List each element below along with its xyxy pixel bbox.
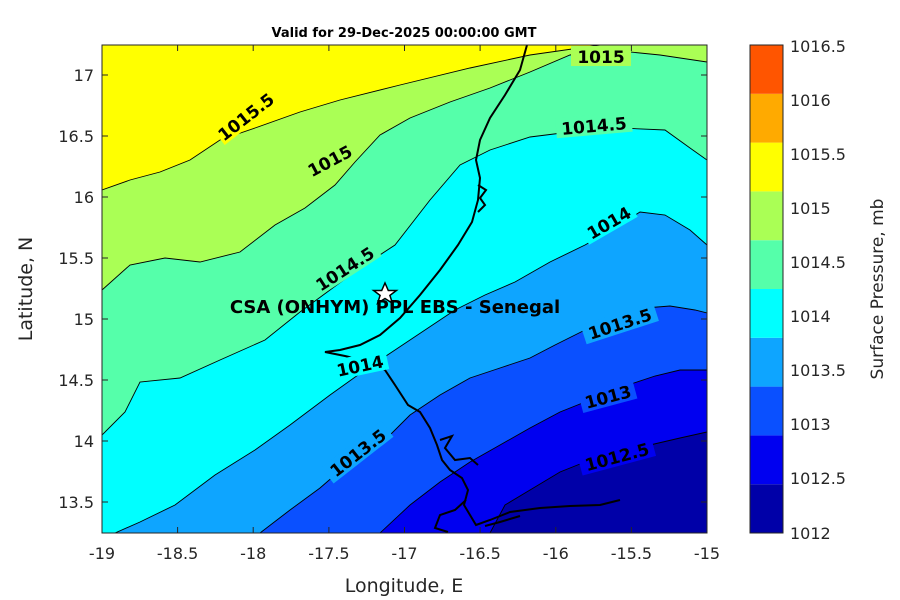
band-1015.5 [102,45,707,190]
y-tick-label: 14.5 [58,371,94,390]
y-tick-label: 14 [74,432,94,451]
y-tick-label: 13.5 [58,493,94,512]
colorbar-tick-label: 1016.5 [790,37,846,56]
x-tick-label: -15.5 [611,544,652,563]
colorbar-frame [749,44,784,534]
x-tick-label: -15 [694,544,720,563]
x-tick-label: -16.5 [459,544,500,563]
colorbar-swatch-1015 [750,191,783,241]
y-axis-label: Latitude, N [15,237,37,342]
y-tick-label: 16.5 [58,127,94,146]
colorbar-tick-label: 1012 [790,524,831,543]
tick-marks [101,45,707,533]
colorbar: 1012 1012.5 1013 1013.5 1014 1014.5 1015… [749,37,888,543]
contour-label: 1015 [577,48,624,68]
colorbar-swatch-1013 [750,386,783,436]
colorbar-tick-label: 1012.5 [790,469,846,488]
contour-plot-area: 1015 1015.5 1015 1014.5 1014.5 1014 1014… [102,45,707,533]
colorbar-swatch-1015.5 [750,142,783,192]
colorbar-tick-label: 1015.5 [790,145,846,164]
colorbar-swatch-1016 [750,93,783,143]
colorbar-label: Surface Pressure, mb [868,199,888,380]
x-tick-label: -19 [89,544,115,563]
site-label: CSA (ONHYM) PPL EBS - Senegal [230,297,560,318]
colorbar-swatch-1012 [750,484,783,533]
colorbar-tick-label: 1014 [790,307,831,326]
colorbar-tick-label: 1013.5 [790,361,846,380]
colorbar-tick-label: 1015 [790,199,831,218]
colorbar-swatch-1013.5 [750,337,783,387]
chart-title: Valid for 29-Dec-2025 00:00:00 GMT [272,26,537,41]
colorbar-swatch-1012.5 [750,435,783,485]
y-tick-labels: 13.5 14 14.5 15 15.5 16 16.5 17 [58,66,94,512]
colorbar-tick-label: 1014.5 [790,253,846,272]
x-tick-label: -16 [543,544,569,563]
colorbar-tick-label: 1013 [790,415,831,434]
x-axis-label: Longitude, E [345,575,464,597]
x-tick-label: -17 [391,544,417,563]
colorbar-tick-label: 1016 [790,91,831,110]
colorbar-swatch-1014.5 [750,240,783,289]
y-tick-label: 17 [74,66,94,85]
y-tick-label: 16 [74,188,94,207]
x-tick-label: -18.5 [157,544,198,563]
x-tick-labels: -19 -18.5 -18 -17.5 -17 -16.5 -16 -15.5 … [89,544,720,563]
site-star-marker [371,281,399,305]
y-tick-label: 15.5 [58,249,94,268]
colorbar-swatch-1016.5 [750,45,783,94]
x-tick-label: -18 [240,544,266,563]
colorbar-swatch-1014 [750,289,783,338]
x-tick-label: -17.5 [308,544,349,563]
y-tick-label: 15 [74,310,94,329]
